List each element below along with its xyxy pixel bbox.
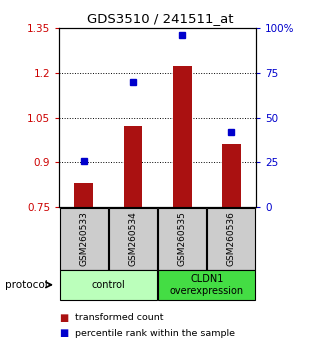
Text: percentile rank within the sample: percentile rank within the sample	[75, 329, 235, 338]
Bar	[173, 67, 192, 207]
Text: control: control	[92, 280, 125, 290]
Text: transformed count: transformed count	[75, 313, 164, 322]
Text: CLDN1
overexpression: CLDN1 overexpression	[170, 274, 244, 296]
Text: GSM260533: GSM260533	[79, 211, 88, 266]
Text: GDS3510 / 241511_at: GDS3510 / 241511_at	[87, 12, 233, 25]
Bar	[124, 126, 142, 207]
Text: protocol: protocol	[5, 280, 48, 290]
Text: GSM260534: GSM260534	[129, 211, 138, 266]
Text: ■: ■	[59, 313, 68, 322]
Text: GSM260535: GSM260535	[178, 211, 187, 266]
Bar	[75, 183, 93, 207]
Text: GSM260536: GSM260536	[227, 211, 236, 266]
Text: ■: ■	[59, 329, 68, 338]
Bar	[222, 144, 241, 207]
